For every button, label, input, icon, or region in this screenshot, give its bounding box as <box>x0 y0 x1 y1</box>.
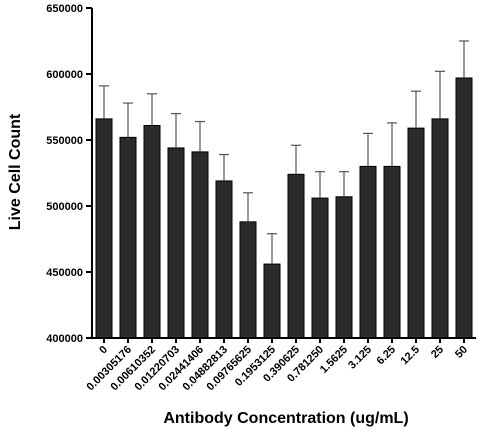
x-tick-label: 0 <box>97 344 110 357</box>
bar <box>215 180 233 339</box>
bar <box>167 147 185 339</box>
bar <box>407 127 425 339</box>
bar <box>191 151 209 339</box>
y-tick-label: 500000 <box>46 201 83 213</box>
y-tick-label: 600000 <box>46 69 83 81</box>
y-axis-title: Live Cell Count <box>7 113 24 230</box>
bar <box>455 77 473 339</box>
x-tick-label: 6.25 <box>374 344 398 368</box>
bar <box>143 124 161 339</box>
bar <box>335 196 353 339</box>
bar <box>239 221 257 339</box>
error-bars-group <box>99 40 469 265</box>
y-tick-label: 550000 <box>46 135 83 147</box>
bar <box>119 136 137 339</box>
x-tick-label: 1.5625 <box>318 344 350 376</box>
bar <box>359 165 377 339</box>
bar <box>263 263 281 339</box>
x-tick-label: 50 <box>453 344 470 361</box>
x-axis: 00.003051760.006103520.012207030.0244140… <box>85 337 476 393</box>
bar <box>95 118 113 339</box>
y-tick-label: 400000 <box>46 333 83 345</box>
bar <box>431 118 449 339</box>
x-tick-label: 12.5 <box>398 344 422 368</box>
bar <box>311 197 329 339</box>
y-tick-label: 450000 <box>46 267 83 279</box>
x-tick-label: 25 <box>429 344 446 361</box>
bars-group <box>95 77 473 339</box>
bar <box>287 173 305 339</box>
bar <box>383 165 401 339</box>
x-tick-label: 3.125 <box>346 344 374 372</box>
y-axis: 400000 450000 500000 550000 600000 650000 <box>46 3 93 345</box>
y-tick-label: 650000 <box>46 3 83 15</box>
x-axis-title: Antibody Concentration (ug/mL) <box>163 410 408 427</box>
